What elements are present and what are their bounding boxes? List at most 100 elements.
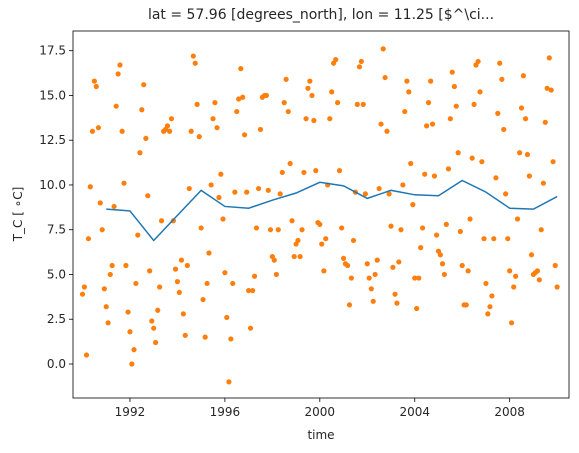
scatter-point bbox=[511, 284, 517, 290]
scatter-point bbox=[433, 232, 440, 238]
scatter-point bbox=[103, 304, 109, 310]
scatter-point bbox=[453, 103, 459, 109]
scatter-point bbox=[184, 262, 190, 269]
scatter-point bbox=[206, 250, 212, 256]
scatter-point bbox=[168, 116, 175, 122]
scatter-point bbox=[388, 223, 394, 229]
scatter-point bbox=[408, 160, 414, 167]
scatter-point bbox=[91, 78, 97, 84]
scatter-point bbox=[425, 100, 432, 106]
scatter-point bbox=[538, 227, 544, 233]
scatter-point bbox=[236, 96, 242, 102]
scatter-point bbox=[190, 53, 196, 59]
scatter-point bbox=[327, 116, 333, 122]
scatter-point bbox=[220, 216, 226, 222]
scatter-point bbox=[491, 236, 497, 242]
scatter-point bbox=[437, 252, 443, 258]
scatter-point bbox=[336, 168, 343, 174]
scatter-point bbox=[81, 284, 87, 290]
scatter-point bbox=[313, 168, 319, 174]
scatter-point bbox=[224, 314, 230, 321]
scatter-point bbox=[186, 185, 192, 192]
scatter-point bbox=[439, 261, 446, 267]
scatter-point bbox=[267, 227, 274, 233]
scatter-point bbox=[364, 261, 370, 267]
scatter-point bbox=[113, 103, 119, 109]
scatter-point bbox=[354, 101, 360, 107]
scatter-point bbox=[517, 150, 523, 156]
x-axis: 1992 1996 2000 2004 2008 bbox=[115, 398, 525, 419]
scatter-point bbox=[93, 83, 99, 90]
scatter-point bbox=[360, 101, 366, 107]
scatter-point bbox=[335, 100, 341, 106]
x-tick-label: 2000 bbox=[305, 405, 336, 419]
scatter-point bbox=[544, 85, 550, 91]
scatter-point bbox=[297, 253, 303, 260]
scatter-point bbox=[111, 203, 117, 210]
scatter-point bbox=[149, 318, 155, 324]
scatter-point bbox=[362, 191, 368, 197]
scatter-point bbox=[443, 221, 449, 227]
scatter-point bbox=[404, 78, 410, 84]
scatter-point bbox=[376, 185, 382, 192]
scatter-point bbox=[457, 228, 463, 235]
scatter-point bbox=[305, 85, 311, 91]
scatter-point bbox=[200, 296, 206, 303]
scatter-point bbox=[279, 169, 285, 176]
scatter-point bbox=[483, 280, 489, 287]
scatter-point bbox=[406, 89, 412, 95]
scatter-point bbox=[548, 87, 554, 93]
x-tick-label: 1992 bbox=[115, 405, 146, 419]
scatter-point bbox=[263, 92, 270, 99]
scatter-point bbox=[396, 259, 402, 265]
scatter-point bbox=[208, 182, 214, 188]
scatter-point bbox=[390, 264, 396, 270]
scatter-point bbox=[303, 116, 309, 122]
scatter-point bbox=[147, 268, 153, 274]
scatter-point bbox=[386, 191, 392, 197]
y-tick-label: 7.5 bbox=[47, 223, 66, 237]
scatter-point bbox=[188, 128, 194, 134]
scatter-point bbox=[257, 126, 264, 133]
scatter-point bbox=[402, 108, 408, 115]
scatter-point bbox=[350, 237, 357, 244]
scatter-point bbox=[121, 180, 127, 186]
scatter-point bbox=[471, 101, 477, 107]
scatter-point bbox=[295, 237, 301, 244]
scatter-point bbox=[503, 191, 509, 197]
scatter-point bbox=[230, 280, 236, 287]
scatter-point bbox=[323, 236, 329, 242]
scatter-point bbox=[514, 216, 521, 222]
scatter-point bbox=[536, 277, 542, 283]
scatter-point bbox=[250, 287, 256, 294]
scatter-point bbox=[445, 166, 452, 172]
scatter-point bbox=[481, 236, 487, 242]
scatter-point bbox=[246, 287, 252, 294]
scatter-point bbox=[202, 334, 208, 340]
scatter-point bbox=[79, 291, 86, 297]
scatter-point bbox=[534, 268, 541, 274]
scatter-point bbox=[344, 262, 351, 269]
scatter-point bbox=[151, 325, 157, 331]
scatter-point bbox=[372, 271, 378, 278]
scatter-point bbox=[487, 304, 493, 310]
scatter-point bbox=[139, 107, 145, 113]
scatter-point bbox=[129, 361, 135, 367]
scatter-point bbox=[85, 236, 92, 242]
scatter-point bbox=[196, 134, 202, 140]
scatter-point bbox=[495, 110, 501, 116]
scatter-point bbox=[125, 309, 131, 315]
scatter-point bbox=[528, 252, 535, 258]
scatter-point bbox=[210, 116, 216, 122]
scatter-point bbox=[319, 241, 325, 247]
x-tick-label: 1996 bbox=[210, 405, 241, 419]
scatter-point bbox=[89, 128, 96, 134]
scatter-point bbox=[346, 302, 353, 308]
scatter-point bbox=[467, 216, 473, 222]
scatter-point bbox=[143, 135, 149, 142]
scatter-point bbox=[419, 225, 426, 231]
scatter-point bbox=[422, 171, 428, 177]
scatter-point bbox=[95, 125, 101, 131]
scatter-point bbox=[119, 128, 125, 134]
scatter-point bbox=[414, 305, 420, 312]
